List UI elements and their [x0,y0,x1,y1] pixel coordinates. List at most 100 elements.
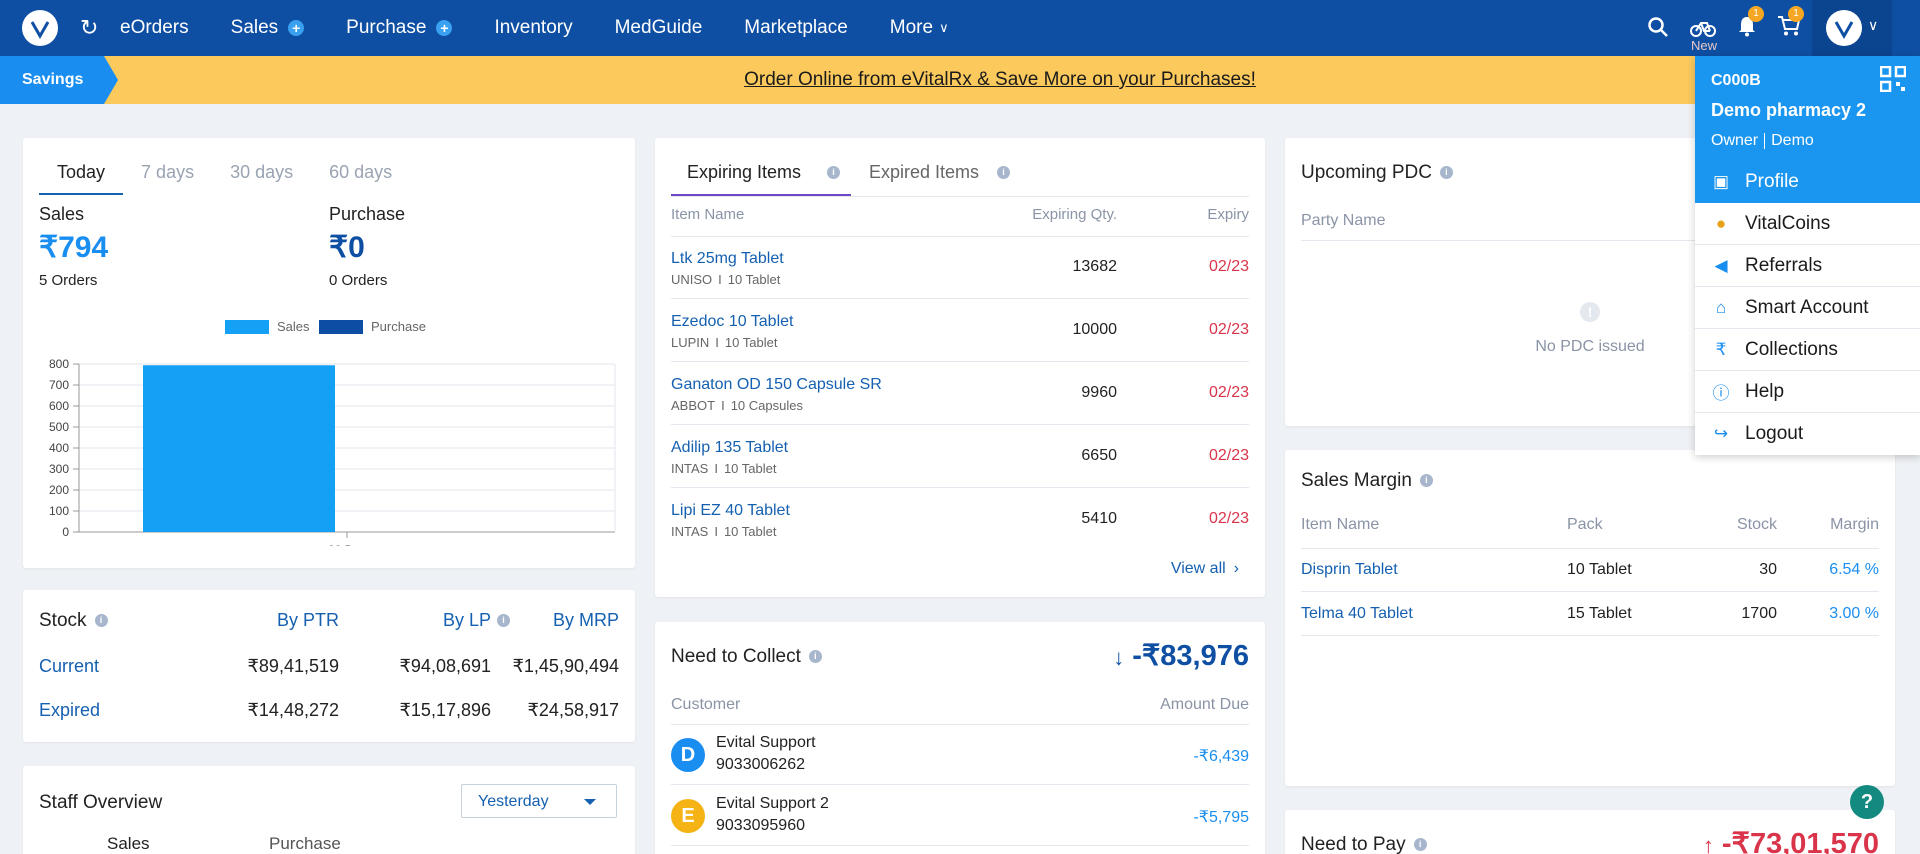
savings-tag[interactable]: Savings [0,56,118,104]
nav-marketplace[interactable]: Marketplace [744,17,848,39]
customer-row[interactable]: E Evital Support 2 9033095960 -₹5,795 [671,785,1249,846]
item-meta: ABBOT I 10 Capsules [671,398,803,413]
customer-name[interactable]: Evital Support [716,734,816,751]
tab-expired-items[interactable]: Expired Items i [855,152,1035,196]
info-icon[interactable]: i [1439,166,1453,180]
menu-smart-account[interactable]: ⌂ Smart Account [1695,287,1920,329]
period-select[interactable]: Yesterday [461,784,617,818]
nav-label: More [889,17,934,38]
pay-title-text: Need to Pay [1301,834,1406,854]
header-by-mrp: By MRP [552,610,619,630]
nav-sales[interactable]: Sales + [231,17,305,39]
col-expiry: Expiry [1207,206,1249,223]
item-pack: 10 Tablet [723,461,777,476]
divider [671,196,1249,197]
pdc-empty-message: No PDC issued [1535,338,1645,355]
tab-expiring-items[interactable]: Expiring Items i [671,152,851,196]
nav-more[interactable]: More ∨ [890,17,949,39]
item-name[interactable]: Ganaton OD 150 Capsule SR [671,376,882,393]
divider [671,724,1249,725]
info-icon[interactable]: i [1419,474,1433,488]
menu-logout[interactable]: ↪ Logout [1695,413,1920,455]
qr-code-icon[interactable] [1880,66,1906,92]
tab-60-days[interactable]: 60 days [329,162,393,182]
expiring-row[interactable]: Ltk 25mg Tablet UNISO I 10 Tablet 13682 02/23 [671,236,1249,299]
nav-inventory[interactable]: Inventory [494,17,572,39]
stock-title-text: Stock [39,610,87,631]
margin-row[interactable]: Disprin Tablet 10 Tablet 30 6.54 % [1301,548,1879,592]
expiring-row[interactable]: Ganaton OD 150 Capsule SR ABBOT I 10 Capsul… [671,362,1249,425]
expiring-row[interactable]: Lipi EZ 40 Tablet INTAS I 10 Tablet 5410 02/2… [671,488,1249,551]
chevron-right-icon: › [1233,560,1239,577]
bike-icon[interactable] [1690,16,1716,38]
nav-medguide[interactable]: MedGuide [615,17,703,39]
period-tabs: Today 7 days 30 days 60 days [39,152,410,195]
view-all-link[interactable]: View all › [1171,560,1239,578]
item-pack: 10 Capsules [730,398,803,413]
caret-down-icon [584,799,596,805]
promo-link[interactable]: Order Online from eVitalRx & Save More o… [744,69,1256,90]
tab-today[interactable]: Today [39,152,124,195]
col-margin: Margin [1830,516,1879,533]
menu-vitalcoins[interactable]: ● VitalCoins [1695,203,1920,245]
tab-30-days[interactable]: 30 days [230,162,294,182]
info-icon[interactable]: i [497,614,510,627]
divider [1301,240,1879,241]
nav-label: MedGuide [614,17,703,38]
collect-total: ↓ -₹83,976 [1113,638,1249,673]
margin-stock: 30 [1759,561,1777,578]
nav-eorders[interactable]: eOrders [120,17,189,39]
item-name[interactable]: Ltk 25mg Tablet [671,250,784,267]
add-sale-icon[interactable]: + [288,20,305,36]
info-icon[interactable]: i [808,650,822,664]
menu-profile[interactable]: ▣ Profile [1695,161,1920,203]
menu-referrals[interactable]: ◀ Referrals [1695,245,1920,287]
menu-label: VitalCoins [1745,212,1831,234]
item-meta: INTAS I 10 Tablet [671,461,776,476]
item-expiry: 02/23 [1208,510,1249,527]
help-button[interactable]: ? [1850,785,1884,819]
chevron-down-icon: ∨ [1868,17,1879,33]
expiring-row[interactable]: Ezedoc 10 Tablet LUPIN I 10 Tablet 10000 02/2… [671,299,1249,362]
search-icon[interactable] [1647,16,1669,38]
info-icon[interactable]: i [94,614,108,628]
legend-label: Purchase [371,319,426,334]
item-qty: 5410 [1081,510,1117,527]
add-purchase-icon[interactable]: + [436,20,453,36]
info-icon[interactable]: i [827,166,840,179]
tab-7-days[interactable]: 7 days [141,162,195,182]
margin-item-name[interactable]: Telma 40 Tablet [1301,605,1413,622]
nav-purchase[interactable]: Purchase + [346,17,453,39]
menu-collections[interactable]: ₹ Collections [1695,329,1920,371]
margin-row[interactable]: Telma 40 Tablet 15 Tablet 1700 3.00 % [1301,592,1879,636]
account-menu-toggle[interactable]: ∨ [1812,0,1892,56]
refresh-icon[interactable]: ↻ [80,15,99,40]
margin-pack: 10 Tablet [1567,561,1632,578]
info-icon[interactable]: i [997,166,1010,179]
customer-name[interactable]: Evital Support 2 [716,795,829,812]
item-qty: 10000 [1072,321,1118,338]
staff-col-purchase: Purchase [269,834,341,853]
col-amount-due: Amount Due [1160,696,1249,713]
margin-item-name[interactable]: Disprin Tablet [1301,561,1398,578]
account-dropdown: C000B Demo pharmacy 2 Owner Demo ▣ Profile… [1695,56,1920,455]
pay-total: ↑ -₹73,01,570 [1703,826,1879,854]
customer-row[interactable]: D Evital Support 9033006262 -₹6,439 [671,724,1249,785]
pdc-title: Upcoming PDC i [1301,162,1453,184]
purchase-orders: 0 Orders [329,272,388,289]
app-logo[interactable] [22,10,58,46]
stock-row-label[interactable]: Expired [39,700,101,720]
item-name[interactable]: Lipi EZ 40 Tablet [671,502,790,519]
item-name[interactable]: Ezedoc 10 Tablet [671,313,794,330]
expiring-row[interactable]: Adilip 135 Tablet INTAS I 10 Tablet 6650 02/2… [671,425,1249,488]
account-role-line: Owner Demo [1711,132,1814,150]
stock-row-label[interactable]: Current [39,656,100,676]
item-pack: 10 Tablet [727,272,781,287]
menu-help[interactable]: ⓘ Help [1695,371,1920,413]
stock-card: Stock i By PTR By LP i By MRP Current ₹89… [23,590,635,742]
info-icon[interactable]: i [1413,838,1427,852]
y-tick-label: 800 [49,357,69,371]
stock-expired-mrp: ₹24,58,917 [527,700,619,720]
item-name[interactable]: Adilip 135 Tablet [671,439,789,456]
margin-value: 3.00 % [1829,605,1879,622]
